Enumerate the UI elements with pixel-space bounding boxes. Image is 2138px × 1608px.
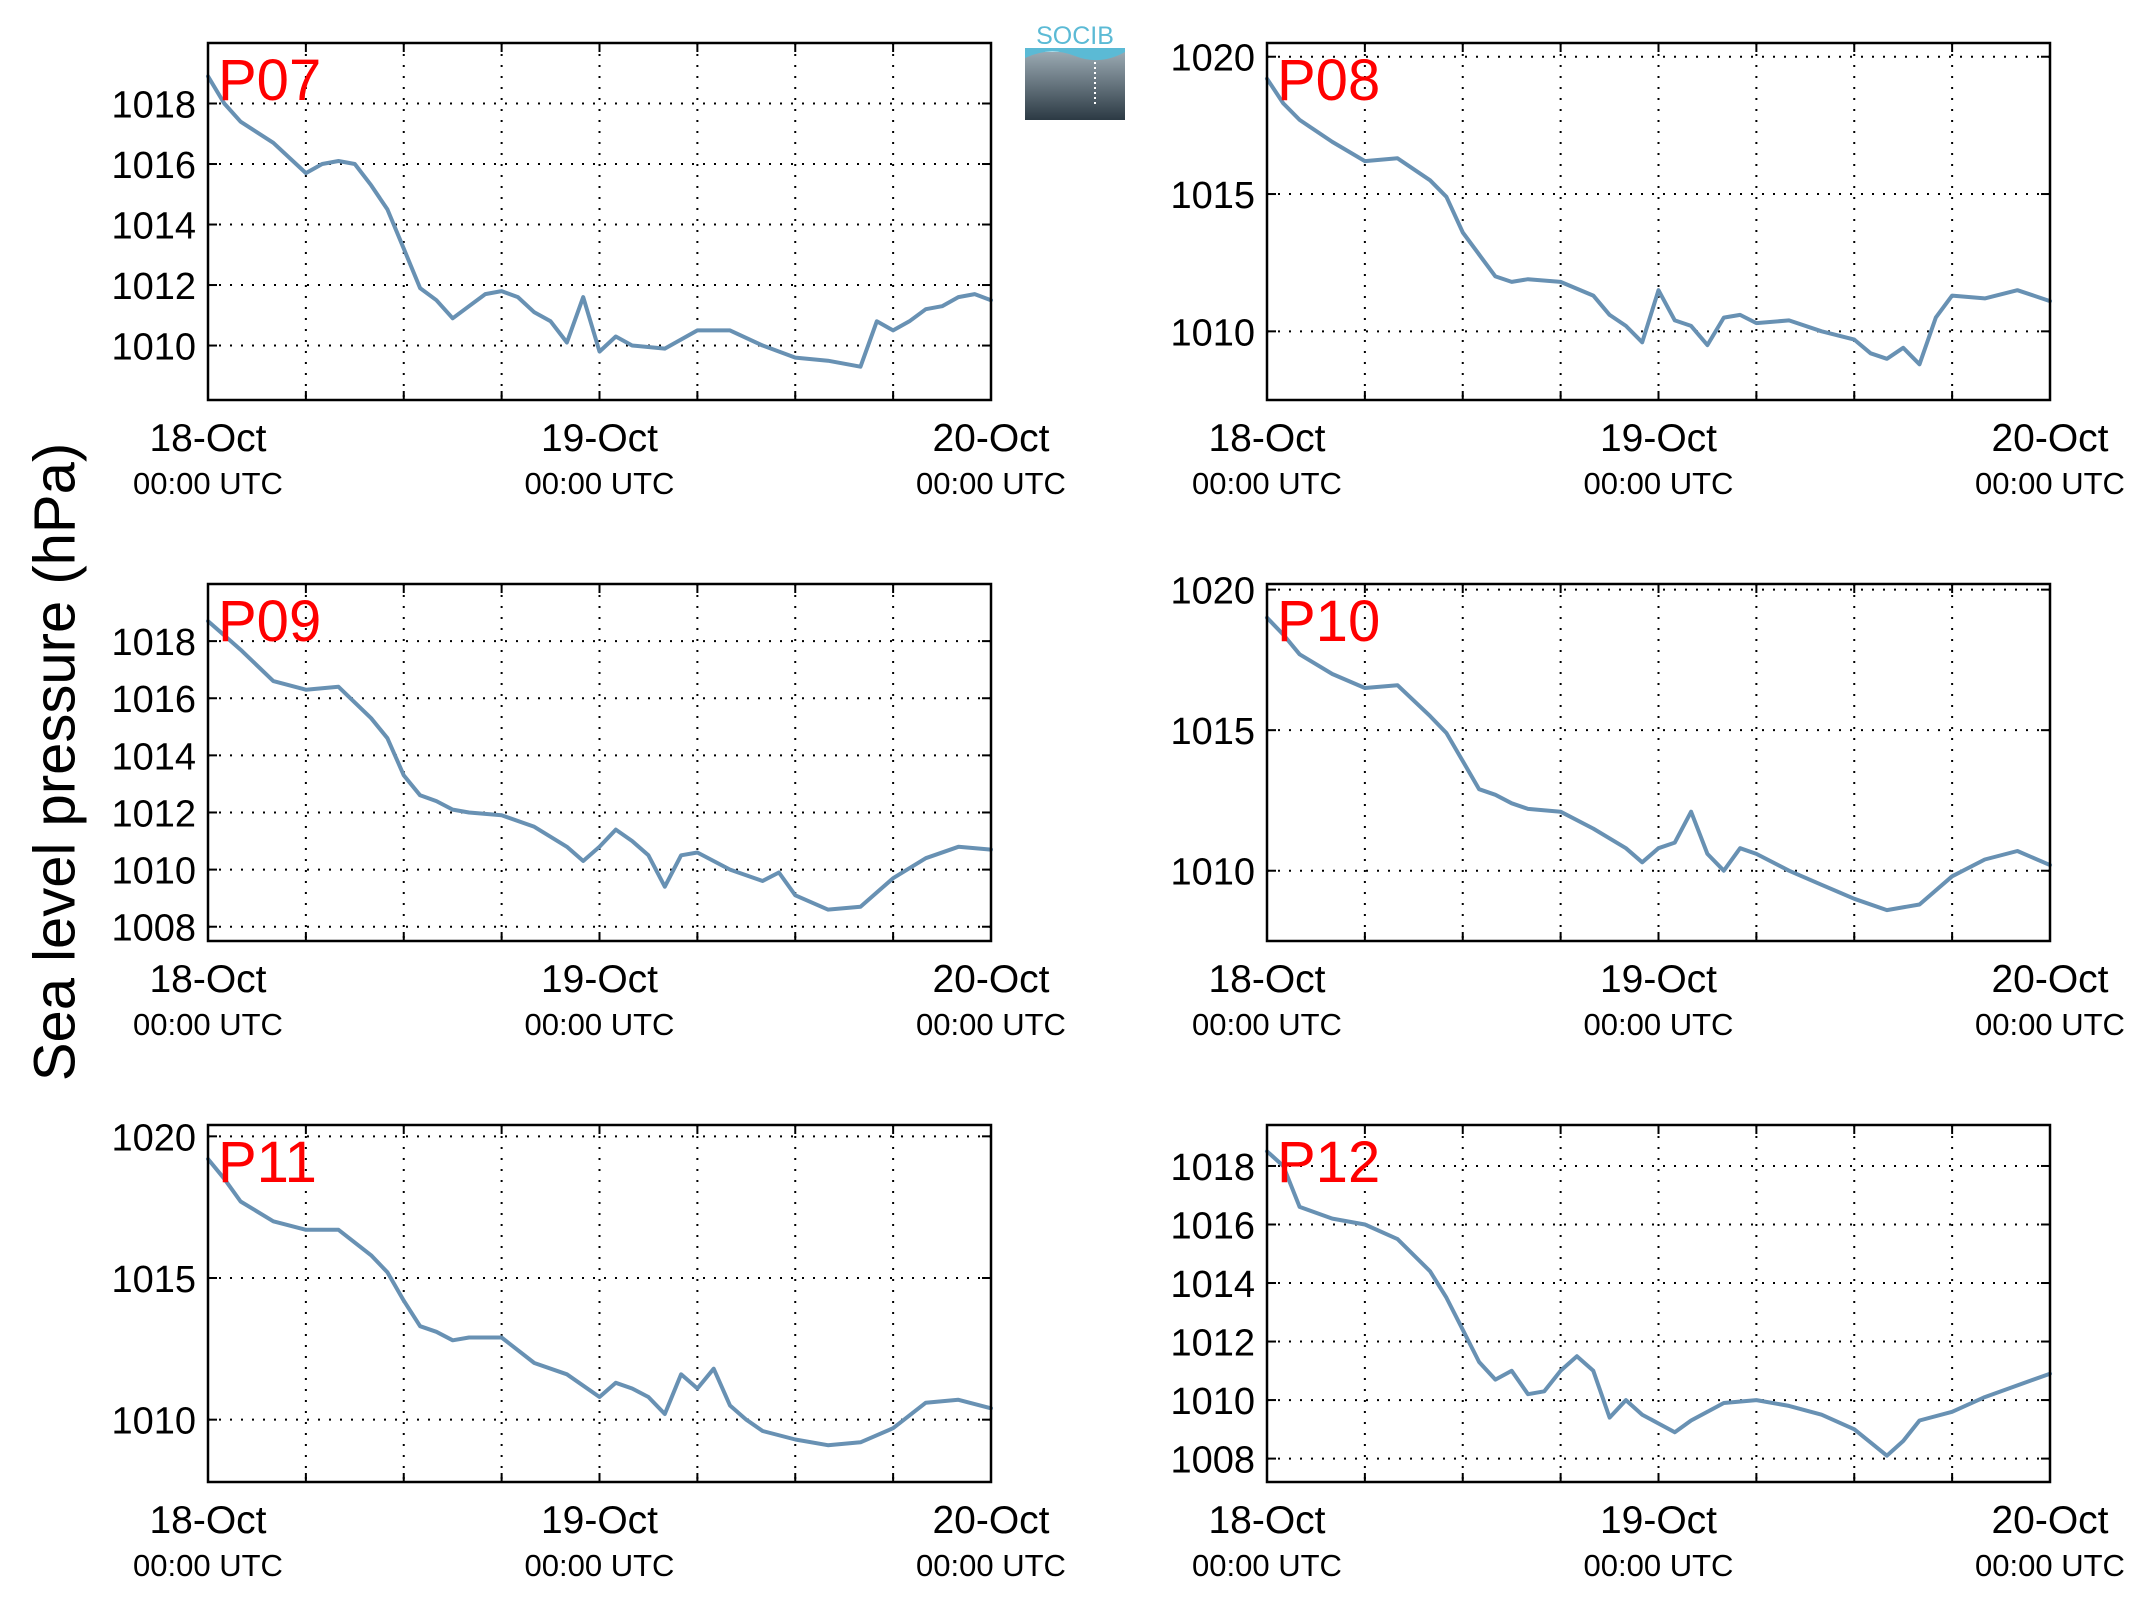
y-tick-label: 1010 — [1170, 852, 1255, 894]
x-tick-label-time: 00:00 UTC — [916, 466, 1066, 501]
x-tick-label-time: 00:00 UTC — [133, 1007, 283, 1042]
series-line-p09 — [206, 619, 993, 912]
x-tick-label-time: 00:00 UTC — [1192, 466, 1342, 501]
station-label: P10 — [1277, 589, 1380, 654]
x-tick-label-date: 18-Oct — [1208, 958, 1325, 1001]
y-tick-label: 1020 — [1170, 38, 1255, 80]
x-tick-label-time: 00:00 UTC — [133, 466, 283, 501]
y-tick-label: 1008 — [111, 908, 196, 950]
station-label: P08 — [1277, 48, 1380, 113]
y-tick-label: 1010 — [1170, 1381, 1255, 1423]
x-tick-label-time: 00:00 UTC — [525, 1548, 675, 1583]
x-tick-label-date: 18-Oct — [149, 958, 266, 1001]
panel-p09: 1008 1010 1012 1014 1016 1018 P09 18-Oct 00:00 U… — [111, 582, 1066, 1042]
x-tick-label-date: 20-Oct — [1991, 417, 2108, 460]
plot-frame — [206, 1123, 993, 1484]
station-label: P09 — [218, 589, 321, 654]
x-tick-label-time: 00:00 UTC — [525, 466, 675, 501]
x-tick-label-time: 00:00 UTC — [916, 1007, 1066, 1042]
x-tick-label-time: 00:00 UTC — [1192, 1007, 1342, 1042]
x-tick-label-date: 19-Oct — [541, 417, 658, 460]
y-tick-label: 1014 — [1170, 1264, 1255, 1306]
x-tick-label-time: 00:00 UTC — [1975, 1007, 2125, 1042]
x-tick-label-date: 20-Oct — [932, 958, 1049, 1001]
panel-p10: 1010 1015 1020 P10 18-Oct 00:00 UTC 19-Oct 00:0… — [1170, 571, 2125, 1042]
x-tick-label-date: 18-Oct — [149, 417, 266, 460]
x-tick-label-time: 00:00 UTC — [1584, 1007, 1734, 1042]
x-tick-label-time: 00:00 UTC — [916, 1548, 1066, 1583]
panel-p12: 1008 1010 1012 1014 1016 1018 P12 18-Oct 00:00 U… — [1170, 1123, 2125, 1583]
plot-frame — [1265, 582, 2052, 943]
x-tick-label-time: 00:00 UTC — [525, 1007, 675, 1042]
y-tick-label: 1014 — [111, 206, 196, 248]
y-tick-label: 1010 — [1170, 312, 1255, 354]
x-tick-label-time: 00:00 UTC — [1192, 1548, 1342, 1583]
panel-p08: 1010 1015 1020 P08 18-Oct 00:00 UTC 19-Oct 00:0… — [1170, 38, 2125, 501]
x-tick-label-date: 19-Oct — [1600, 958, 1717, 1001]
y-tick-label: 1020 — [111, 1117, 196, 1159]
y-tick-label: 1015 — [111, 1259, 196, 1301]
panel-p07: 1010 1012 1014 1016 1018 P07 18-Oct 00:00 UTC 19… — [111, 41, 1066, 501]
y-tick-label: 1015 — [1170, 175, 1255, 217]
panel-p11: 1010 1015 1020 P11 18-Oct 00:00 UTC 19-Oct 00:0… — [111, 1117, 1066, 1583]
station-label: P12 — [1277, 1130, 1380, 1195]
series-line-p10 — [1265, 615, 2052, 913]
y-axis-label: Sea level pressure (hPa) — [22, 442, 88, 1082]
x-tick-label-date: 20-Oct — [932, 1499, 1049, 1542]
y-tick-label: 1010 — [111, 327, 196, 369]
y-tick-label: 1018 — [111, 622, 196, 664]
y-tick-label: 1016 — [1170, 1205, 1255, 1247]
series-line-p12 — [1265, 1149, 2052, 1458]
x-tick-label-time: 00:00 UTC — [1975, 466, 2125, 501]
plot-frame — [206, 582, 993, 943]
x-tick-label-time: 00:00 UTC — [1584, 1548, 1734, 1583]
y-tick-label: 1018 — [1170, 1147, 1255, 1189]
y-tick-label: 1015 — [1170, 711, 1255, 753]
x-tick-label-date: 20-Oct — [1991, 1499, 2108, 1542]
y-tick-label: 1012 — [111, 793, 196, 835]
series-line-p11 — [206, 1157, 993, 1448]
station-label: P11 — [218, 1130, 317, 1195]
plot-frame — [1265, 41, 2052, 402]
y-tick-label: 1010 — [111, 851, 196, 893]
y-tick-label: 1020 — [1170, 571, 1255, 613]
x-tick-label-time: 00:00 UTC — [133, 1548, 283, 1583]
socib-logo: SOCIB — [1025, 22, 1125, 120]
x-tick-label-date: 19-Oct — [541, 958, 658, 1001]
x-tick-label-date: 19-Oct — [541, 1499, 658, 1542]
y-tick-label: 1018 — [111, 85, 196, 127]
station-label: P07 — [218, 48, 321, 113]
x-tick-label-date: 18-Oct — [1208, 1499, 1325, 1542]
y-tick-label: 1016 — [111, 679, 196, 721]
x-tick-label-date: 20-Oct — [932, 417, 1049, 460]
y-tick-label: 1012 — [111, 266, 196, 308]
series-line-p07 — [206, 74, 993, 369]
x-tick-label-time: 00:00 UTC — [1975, 1548, 2125, 1583]
y-tick-label: 1012 — [1170, 1323, 1255, 1365]
logo-text: SOCIB — [1036, 22, 1114, 50]
plot-frame — [206, 41, 993, 402]
x-tick-label-date: 19-Oct — [1600, 1499, 1717, 1542]
y-tick-label: 1016 — [111, 145, 196, 187]
series-line-p08 — [1265, 76, 2052, 367]
y-tick-label: 1010 — [111, 1401, 196, 1443]
x-tick-label-date: 18-Oct — [149, 1499, 266, 1542]
plot-frame — [1265, 1123, 2052, 1484]
y-tick-label: 1008 — [1170, 1440, 1255, 1482]
y-tick-label: 1014 — [111, 736, 196, 778]
x-tick-label-date: 18-Oct — [1208, 417, 1325, 460]
x-tick-label-time: 00:00 UTC — [1584, 466, 1734, 501]
x-tick-label-date: 20-Oct — [1991, 958, 2108, 1001]
x-tick-label-date: 19-Oct — [1600, 417, 1717, 460]
